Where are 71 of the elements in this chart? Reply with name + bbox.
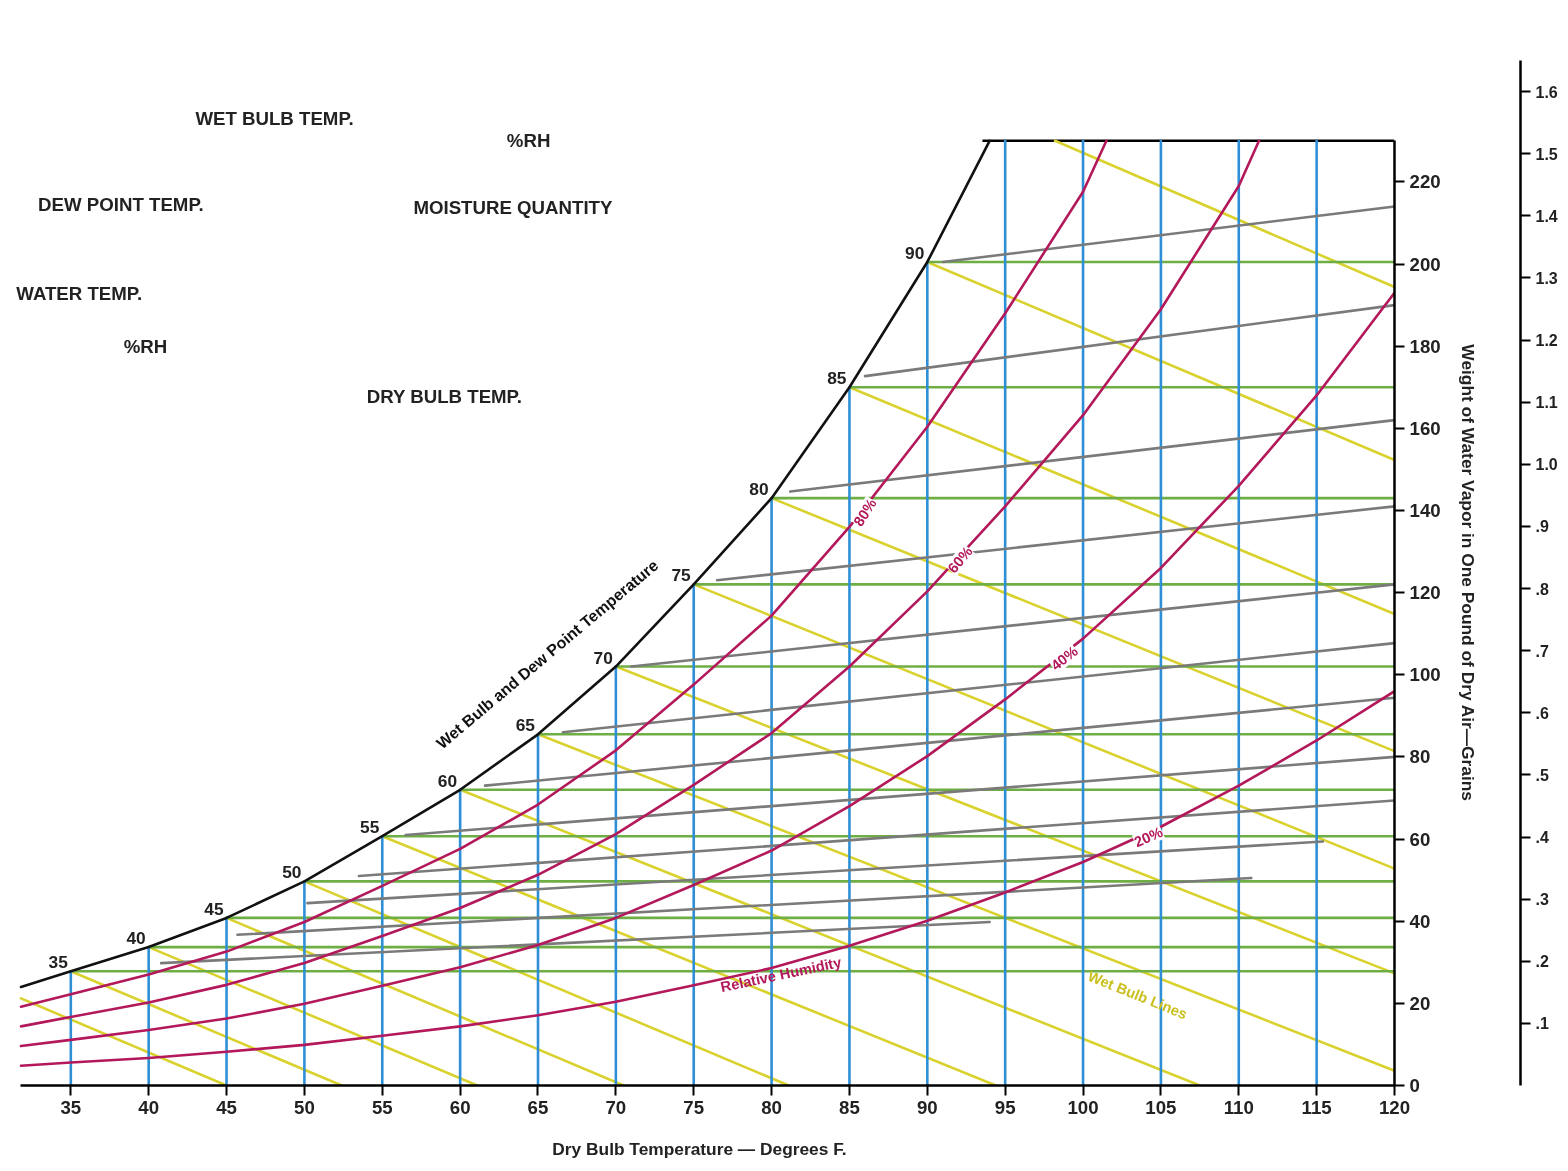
x-tick-label: 95 bbox=[994, 1096, 1016, 1118]
y2-tick-label: 1.1 bbox=[1535, 394, 1558, 412]
y2-tick-label: .5 bbox=[1535, 766, 1549, 784]
annotation: 40% bbox=[1047, 642, 1081, 674]
y-tick-label: 140 bbox=[1409, 499, 1441, 521]
annotation: 90 bbox=[905, 242, 925, 263]
annotation: 35 bbox=[48, 952, 69, 973]
x-tick-label: 60 bbox=[449, 1096, 471, 1118]
annotation: Relative Humidity bbox=[719, 953, 844, 996]
x-tick-label: 55 bbox=[371, 1096, 393, 1118]
x-tick-label: 45 bbox=[216, 1096, 237, 1118]
text: WET BULB TEMP. bbox=[195, 107, 354, 129]
x-tick-label: 85 bbox=[839, 1096, 860, 1118]
y-tick-label: 0 bbox=[1409, 1075, 1420, 1096]
y2-tick-label: .9 bbox=[1535, 518, 1549, 536]
x-tick-label: 90 bbox=[916, 1096, 938, 1118]
annotation: 85 bbox=[827, 368, 847, 389]
x-tick-label: 65 bbox=[527, 1096, 549, 1118]
annotation: %RH bbox=[506, 130, 551, 152]
x-axis-title: Dry Bulb Temperature — Degrees F. bbox=[552, 1138, 847, 1159]
annotation: Wet Bulb Lines bbox=[1085, 967, 1190, 1023]
y2-tick-label: .4 bbox=[1535, 829, 1549, 847]
x-tick-label: 35 bbox=[60, 1096, 82, 1118]
x-tick-label: 50 bbox=[294, 1096, 315, 1118]
y2-tick-label: 1.3 bbox=[1535, 269, 1558, 287]
annotation: 70 bbox=[593, 647, 613, 668]
y-axis-title: Weight of Water Vapor in One Pound of Dry Air—Grains bbox=[1457, 344, 1478, 802]
annotation: WATER TEMP. bbox=[16, 282, 143, 304]
annotation: 60 bbox=[437, 770, 458, 791]
y-tick-label: 80 bbox=[1409, 746, 1431, 768]
y2-tick-label: .1 bbox=[1535, 1015, 1549, 1033]
y-tick-label: 200 bbox=[1409, 253, 1441, 275]
annotation: MOISTURE QUANTITY bbox=[413, 196, 613, 218]
annotation: 50 bbox=[282, 862, 302, 883]
y-tick-label: 120 bbox=[1409, 582, 1441, 604]
x-tick-label: 110 bbox=[1223, 1096, 1254, 1118]
y-tick-label: 20 bbox=[1409, 992, 1431, 1014]
annotation: 65 bbox=[515, 715, 536, 736]
y-tick-label: 220 bbox=[1409, 171, 1441, 193]
annotation: DRY BULB TEMP. bbox=[366, 385, 522, 407]
y-tick-label: 40 bbox=[1409, 910, 1431, 932]
y2-tick-label: 1.2 bbox=[1535, 332, 1558, 350]
y2-tick-label: .8 bbox=[1535, 580, 1549, 598]
y2-tick-label: .2 bbox=[1535, 953, 1549, 971]
x-tick-label: 105 bbox=[1145, 1096, 1177, 1118]
y2-tick-label: .7 bbox=[1535, 642, 1549, 660]
x-tick-label: 100 bbox=[1067, 1096, 1099, 1118]
y2-tick-label: 1.0 bbox=[1535, 456, 1558, 474]
y2-tick-label: 1.5 bbox=[1535, 145, 1558, 163]
x-tick-label: 70 bbox=[605, 1096, 627, 1118]
x-tick-label: 75 bbox=[683, 1096, 705, 1118]
y-tick-label: 100 bbox=[1409, 664, 1441, 686]
x-tick-label: 120 bbox=[1378, 1096, 1411, 1118]
y2-tick-label: 1.4 bbox=[1535, 207, 1558, 225]
y2-tick-label: 1.6 bbox=[1535, 83, 1558, 101]
annotation: 80 bbox=[749, 479, 769, 500]
annotation: 75 bbox=[671, 565, 692, 586]
annotation: DEW POINT TEMP. bbox=[38, 193, 204, 215]
y-tick-label: 180 bbox=[1409, 335, 1441, 357]
y2-tick-label: .3 bbox=[1535, 891, 1549, 909]
annotation: 45 bbox=[204, 898, 224, 919]
x-tick-label: 115 bbox=[1301, 1096, 1332, 1118]
annotation: %RH bbox=[123, 336, 168, 358]
annotation: 55 bbox=[360, 817, 380, 838]
x-tick-label: 80 bbox=[761, 1096, 782, 1118]
annotation: 40 bbox=[126, 928, 146, 949]
annotation: 20% bbox=[1131, 823, 1166, 851]
y-tick-label: 60 bbox=[1409, 828, 1431, 850]
x-tick-label: 40 bbox=[138, 1096, 160, 1118]
y-tick-label: 160 bbox=[1409, 417, 1441, 439]
y2-tick-label: .6 bbox=[1535, 704, 1549, 722]
